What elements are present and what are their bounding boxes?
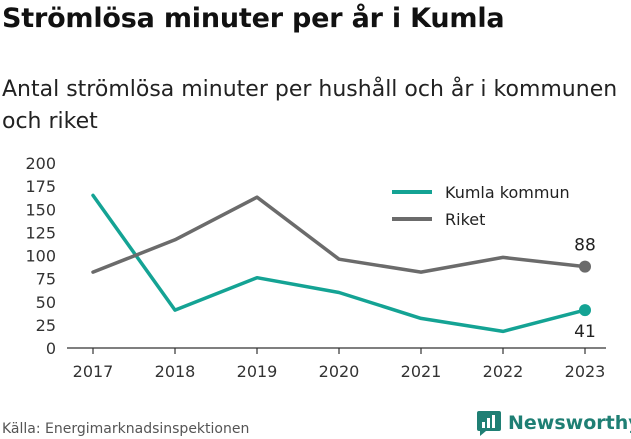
chart-title: Strömlösa minuter per år i Kumla bbox=[2, 3, 505, 34]
source-note: Källa: Energimarknadsinspektionen bbox=[2, 421, 250, 437]
series-end-marker-1 bbox=[579, 260, 591, 273]
x-tick-label: 2019 bbox=[237, 362, 278, 381]
legend-label: Riket bbox=[445, 210, 485, 229]
x-tick-label: 2020 bbox=[319, 362, 360, 381]
brand: Newsworthy bbox=[476, 408, 631, 438]
brand-name: Newsworthy bbox=[508, 412, 631, 434]
legend: Kumla kommun Riket bbox=[386, 178, 598, 234]
end-value-label: 88 bbox=[574, 236, 596, 256]
series-line-1 bbox=[91, 195, 587, 274]
x-tick-label: 2022 bbox=[483, 362, 524, 381]
y-tick-label: 125 bbox=[25, 223, 56, 242]
legend-label: Kumla kommun bbox=[445, 183, 570, 202]
y-tick-label: 75 bbox=[36, 270, 56, 289]
y-tick-label: 150 bbox=[25, 200, 56, 219]
x-tick-label: 2023 bbox=[565, 362, 606, 381]
end-value-label: 41 bbox=[574, 322, 596, 342]
y-axis: 0 25 50 75 100 125 150 175 200 bbox=[25, 154, 56, 358]
x-axis: 2017 2018 2019 2020 2021 2022 2023 bbox=[67, 347, 606, 381]
y-tick-label: 25 bbox=[36, 316, 56, 335]
y-tick-label: 0 bbox=[46, 339, 56, 358]
legend-background bbox=[386, 178, 598, 234]
x-tick-label: 2021 bbox=[401, 362, 442, 381]
x-tick-label: 2017 bbox=[73, 362, 114, 381]
y-tick-label: 50 bbox=[36, 293, 56, 312]
x-tick-label: 2018 bbox=[155, 362, 196, 381]
y-tick-label: 100 bbox=[25, 247, 56, 266]
series-end-marker-0 bbox=[579, 304, 591, 317]
y-tick-label: 200 bbox=[25, 154, 56, 173]
series-lines: 41 88 bbox=[91, 193, 596, 342]
newsworthy-logo-icon bbox=[477, 411, 501, 436]
y-tick-label: 175 bbox=[25, 177, 56, 196]
chart-subtitle: Antal strömlösa minuter per hushåll och … bbox=[2, 77, 618, 134]
series-line-0 bbox=[91, 193, 587, 334]
